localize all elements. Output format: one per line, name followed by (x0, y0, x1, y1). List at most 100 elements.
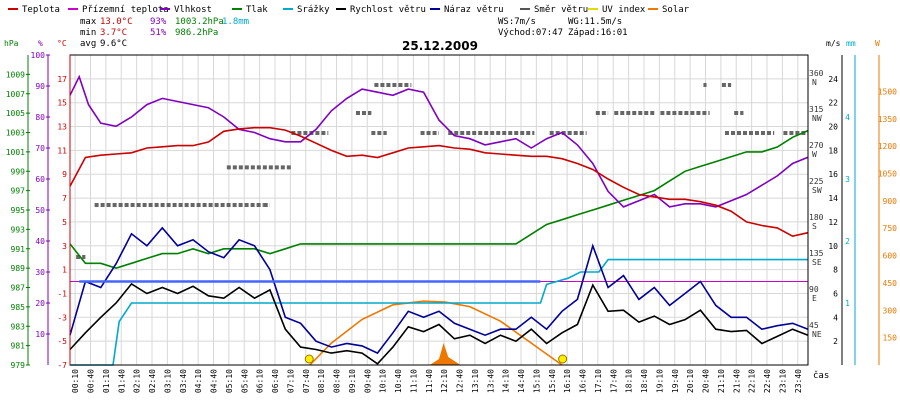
series-pressure (69, 129, 809, 269)
axis-pct-tick-9: 100 (31, 51, 46, 60)
axis-dir-name-1: E (812, 294, 817, 303)
axis-ms-tick-3: 8 (833, 266, 838, 275)
axis-dir-deg-3: 180 (809, 213, 824, 222)
axis-pct-tick-5: 60 (35, 175, 45, 184)
x-tick-44: 22:10 (748, 369, 757, 393)
x-tick-1: 00:40 (87, 369, 96, 393)
axis-degc-tick-7: 7 (62, 194, 67, 203)
info-sunset: Západ:16:01 (568, 28, 628, 38)
x-tick-10: 05:10 (225, 369, 234, 393)
stats-max-hum: 93% (150, 17, 167, 27)
axis-w-tick-1: 300 (883, 306, 898, 315)
axis-w-tick-8: 1350 (878, 115, 897, 124)
x-tick-17: 08:40 (333, 369, 342, 393)
x-tick-27: 13:40 (486, 369, 495, 393)
axis-ms-tick-8: 18 (828, 146, 838, 155)
axis-dir-name-2: SE (812, 258, 822, 267)
axis-hpa-tick-8: 995 (11, 206, 26, 215)
legend-label-6: Náraz větru (444, 5, 504, 15)
series-humidity (69, 74, 809, 208)
axis-degc-tick-6: 5 (62, 218, 67, 227)
stats-min-hum: 51% (150, 28, 167, 38)
solar-spike (429, 343, 461, 365)
x-tick-5: 02:40 (148, 369, 157, 393)
series-wind-speed (69, 282, 809, 365)
axis-pct-tick-1: 20 (35, 299, 45, 308)
x-tick-4: 02:10 (133, 369, 142, 393)
axis-pct-tick-0: 10 (35, 330, 45, 339)
stats-block: max 13.0°C 93% 1003.2hPa 1.8mm min 3.7°C… (80, 17, 249, 49)
stats-avg-label: avg (80, 39, 96, 49)
x-tick-12: 06:10 (256, 369, 265, 393)
x-tick-3: 01:40 (117, 369, 126, 393)
axis-w-tick-6: 1050 (878, 170, 897, 179)
x-tick-24: 12:10 (440, 369, 449, 393)
x-tick-28: 14:10 (502, 369, 511, 393)
axis-ms-unit: m/s (826, 39, 841, 48)
axis-degc-tick-1: -5 (57, 337, 67, 346)
series-solar (309, 300, 563, 366)
x-tick-34: 17:10 (594, 369, 603, 393)
axis-w-tick-0: 150 (883, 334, 898, 343)
x-tick-40: 20:10 (686, 369, 695, 393)
legend-label-8: UV index (602, 5, 646, 15)
solar-layer (304, 300, 568, 366)
axis-mm-tick-1: 2 (845, 237, 850, 246)
legend-label-2: Vlhkost (174, 5, 212, 15)
axis-dir-name-5: W (812, 150, 817, 159)
x-tick-7: 03:40 (179, 369, 188, 393)
x-axis-title: čas (813, 370, 829, 381)
axis-dir-deg-5: 270 (809, 141, 824, 150)
axis-dir-name-4: SW (812, 186, 822, 195)
axis-mm-unit: mm (846, 39, 856, 48)
axis-ms-tick-5: 12 (828, 218, 838, 227)
axis-hpa-tick-10: 999 (11, 167, 26, 176)
chart-title: 25.12.2009 (402, 39, 478, 53)
axis-ms-tick-2: 6 (833, 289, 838, 298)
axis-hpa-tick-0: 979 (11, 361, 26, 370)
x-tick-38: 19:10 (655, 369, 664, 393)
legend-label-0: Teplota (22, 5, 60, 15)
axis-hpa-tick-1: 981 (11, 342, 26, 351)
axis-pct-tick-4: 50 (35, 206, 45, 215)
x-tick-39: 19:40 (671, 369, 680, 393)
x-tick-26: 13:10 (471, 369, 480, 393)
x-tick-30: 15:10 (532, 369, 541, 393)
axis-degc-tick-8: 9 (62, 170, 67, 179)
x-tick-18: 09:10 (348, 369, 357, 393)
x-tick-2: 01:10 (102, 369, 111, 393)
x-tick-33: 16:40 (579, 369, 588, 393)
grid-lines (70, 55, 808, 366)
x-tick-46: 23:10 (778, 369, 787, 393)
stats-max-label: max (80, 17, 97, 27)
legend-label-3: Tlak (246, 5, 268, 15)
axis-hpa-tick-13: 1005 (6, 109, 25, 118)
info-sunrise: Východ:07:47 (498, 28, 563, 38)
legend-label-7: Směr větru (534, 5, 588, 15)
x-tick-22: 11:10 (409, 369, 418, 393)
axis-dir-deg-7: 360 (809, 69, 824, 78)
info-block: WS:7m/s WG:11.5m/s Východ:07:47 Západ:16… (498, 17, 628, 38)
x-tick-47: 23:40 (794, 369, 803, 393)
axis-hpa-tick-3: 985 (11, 303, 26, 312)
info-ws: WS:7m/s (498, 17, 536, 27)
x-tick-13: 06:40 (271, 369, 280, 393)
axis-pct-tick-6: 70 (35, 144, 45, 153)
stats-avg-temp: 9.6°C (100, 39, 127, 49)
axis-degc-tick-12: 17 (57, 75, 67, 84)
x-tick-14: 07:10 (286, 369, 295, 393)
x-tick-6: 03:10 (163, 369, 172, 393)
axis-ms-tick-10: 22 (828, 99, 838, 108)
x-tick-21: 10:40 (394, 369, 403, 393)
x-tick-32: 16:10 (563, 369, 572, 393)
x-tick-31: 15:40 (548, 369, 557, 393)
axis-ms-tick-7: 16 (828, 170, 838, 179)
axis-ms-tick-6: 14 (828, 194, 838, 203)
info-wg: WG:11.5m/s (568, 17, 622, 27)
axis-mm-tick-3: 4 (845, 113, 850, 122)
stats-min-temp: 3.7°C (100, 28, 127, 38)
x-tick-25: 12:40 (456, 369, 465, 393)
axis-dir-name-3: S (812, 222, 817, 231)
axis-degc-tick-4: 1 (62, 266, 67, 275)
